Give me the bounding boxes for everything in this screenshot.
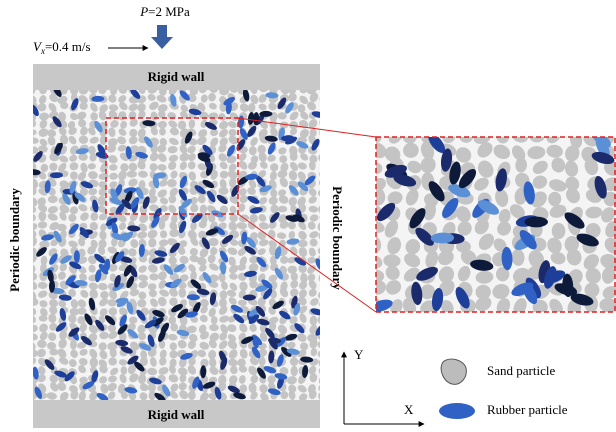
load-arrow [151, 25, 173, 49]
sand-particle [319, 102, 330, 113]
sand-particle [492, 313, 509, 333]
rubber-particle [525, 217, 548, 228]
x-axis-label: X [404, 402, 414, 417]
sand-particle [29, 298, 39, 306]
sand-particle [129, 317, 137, 324]
load-label: P=2 MPa [139, 4, 190, 19]
sand-particle [319, 145, 328, 156]
rubber-legend-label: Rubber particle [487, 402, 568, 417]
sand-particle [405, 314, 423, 332]
sand-particle [127, 171, 137, 178]
left-boundary-label: Periodic boundary [7, 188, 22, 292]
sand-particle [318, 135, 329, 147]
sand-particle [563, 310, 587, 332]
sand-particle [320, 238, 328, 248]
velocity-label: Vx=0.4 m/s [33, 39, 91, 56]
sand-legend-icon [441, 359, 466, 384]
sand-particle [319, 280, 330, 290]
sand-particle [585, 312, 604, 330]
sand-particle [458, 311, 472, 328]
sand-particle [319, 160, 330, 171]
top-wall-label: Rigid wall [148, 69, 205, 84]
sand-particle [319, 93, 329, 103]
sand-particle [28, 230, 36, 238]
bottom-wall-label: Rigid wall [148, 407, 205, 422]
sand-particle [318, 262, 330, 275]
sand-particle [419, 311, 437, 329]
sand-particle [319, 109, 329, 119]
sand-particle [319, 117, 328, 127]
sand-particle [363, 311, 384, 331]
rubber-legend-icon [439, 403, 475, 419]
sand-particle [383, 312, 401, 333]
sand-particle [440, 313, 460, 334]
sand-particle [604, 310, 616, 329]
sand-particle [39, 315, 48, 322]
sand-particle [229, 129, 237, 137]
right-boundary-label: Periodic boundary [330, 186, 345, 290]
y-axis-label: Y [354, 347, 364, 362]
sand-legend-label: Sand particle [487, 363, 555, 378]
diagram: P=2 MPa Vx=0.4 m/s Rigid wall Rigid wall… [0, 0, 616, 432]
sand-particle [544, 312, 565, 333]
sand-particle [318, 196, 330, 208]
sand-particle [291, 366, 298, 376]
sand-particle [319, 86, 329, 98]
rubber-particle [74, 250, 80, 263]
sand-particle [249, 146, 257, 155]
sand-particle [318, 299, 329, 308]
